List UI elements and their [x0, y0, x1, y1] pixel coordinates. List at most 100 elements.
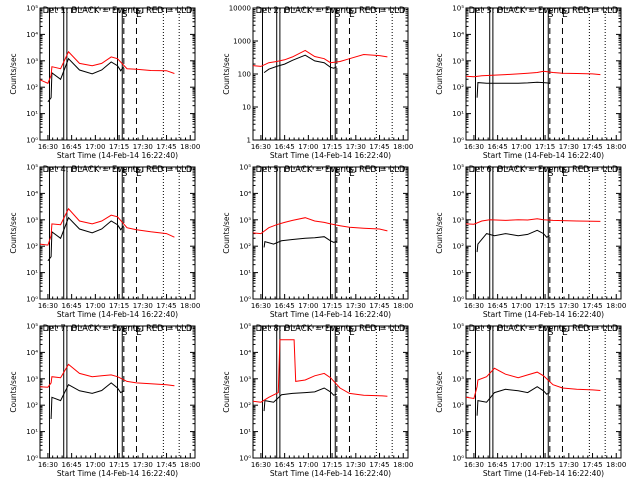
x-tick-label: 17:45 [156, 461, 176, 469]
panel-1: 10⁰ 10¹ 10² 10³ 10⁴ 10⁵ 16:30 16:45 17:00 17:15 17… [9, 5, 200, 161]
y-tick-label: 10² [26, 84, 38, 92]
y-tick-label: 10⁴ [26, 349, 38, 357]
y-tick-label: 10² [239, 402, 251, 410]
series-lld-line [465, 70, 601, 78]
marker-letter: E [136, 10, 142, 20]
marker-letter: S [548, 10, 554, 20]
y-tick-label: 10⁴ [452, 190, 464, 198]
series-events-line [263, 387, 337, 412]
x-tick-label: 17:30 [133, 302, 153, 310]
series-events-line [476, 81, 550, 98]
x-tick-label: 16:45 [488, 302, 508, 310]
x-tick-label: 16:45 [62, 143, 82, 151]
x-axis-label: Start Time (14-Feb-14 16:22:40) [57, 151, 178, 160]
series-events-line [47, 57, 125, 103]
y-tick-label: 10⁰ [239, 455, 251, 463]
series-events-line [476, 229, 551, 253]
y-tick-label: 10¹ [452, 428, 464, 436]
x-tick-label: 17:30 [559, 143, 579, 151]
x-tick-label: 17:45 [582, 143, 602, 151]
panel-7: 10⁰ 10¹ 10² 10³ 10⁴ 10⁵ 16:30 16:45 17:00 17:15 17… [9, 323, 200, 479]
y-tick-label: 10⁵ [26, 323, 38, 331]
y-tick-label: 1 [247, 137, 251, 145]
x-tick-label: 17:00 [298, 143, 318, 151]
x-tick-label: 17:45 [582, 461, 602, 469]
panel-title: Det 9: BLACK = Events, RED = LLD [469, 324, 619, 334]
y-tick-label: 10² [452, 84, 464, 92]
x-tick-label: 18:00 [180, 461, 200, 469]
panel-title: Det 2: BLACK = Events, RED = LLD [256, 6, 406, 16]
y-tick-label: 10⁵ [452, 323, 464, 331]
y-tick-label: 10000 [229, 5, 251, 13]
x-tick-label: 17:30 [133, 143, 153, 151]
y-tick-label: 10³ [239, 216, 251, 224]
y-tick-label: 10⁵ [26, 5, 38, 13]
x-tick-label: 16:30 [38, 461, 58, 469]
y-tick-label: 10⁰ [452, 455, 464, 463]
x-tick-label: 17:45 [369, 143, 389, 151]
series-lld-line [252, 339, 388, 403]
panel-title: Det 8: BLACK = Events, RED = LLD [256, 324, 406, 334]
panel-5: 10⁰ 10¹ 10² 10³ 10⁴ 10⁵ 16:30 16:45 17:00 17:15 17… [222, 164, 413, 320]
y-tick-label: 10⁵ [452, 5, 464, 13]
x-tick-label: 17:15 [322, 461, 342, 469]
x-tick-label: 16:45 [62, 461, 82, 469]
x-tick-label: 16:30 [464, 143, 484, 151]
panel-6: 10⁰ 10¹ 10² 10³ 10⁴ 10⁵ 16:30 16:45 17:00 17:15 17… [435, 164, 626, 320]
y-axis-label: Counts/sec [222, 371, 231, 412]
y-axis-label: Counts/sec [435, 212, 444, 253]
panel-title: Det 5: BLACK = Events, RED = LLD [256, 165, 406, 175]
x-tick-label: 17:45 [369, 302, 389, 310]
series-lld-line [39, 363, 175, 388]
marker-letter: E [349, 10, 355, 20]
series-lld-line [252, 217, 388, 235]
panel-9: 10⁰ 10¹ 10² 10³ 10⁴ 10⁵ 16:30 16:45 17:00 17:15 17… [435, 323, 626, 479]
y-tick-label: 10³ [452, 375, 464, 383]
y-tick-label: 10⁵ [452, 164, 464, 172]
x-tick-label: 17:00 [511, 143, 531, 151]
series-events-line [263, 236, 337, 248]
series-events-line [476, 386, 551, 416]
panel-8: 10⁰ 10¹ 10² 10³ 10⁴ 10⁵ 16:30 16:45 17:00 17:15 17… [222, 323, 413, 479]
y-tick-label: 10⁵ [239, 164, 251, 172]
x-tick-label: 17:00 [85, 461, 105, 469]
y-axis-label: Counts/sec [435, 371, 444, 412]
marker-letter: E [562, 328, 568, 338]
series-lld-line [39, 207, 175, 246]
panel-4: 10⁰ 10¹ 10² 10³ 10⁴ 10⁵ 16:30 16:45 17:00 17:15 17… [9, 164, 200, 320]
y-tick-label: 10³ [239, 375, 251, 383]
y-axis-label: Counts/sec [435, 53, 444, 94]
x-tick-label: 17:45 [582, 302, 602, 310]
y-tick-label: 10¹ [239, 428, 251, 436]
x-tick-label: 17:30 [346, 302, 366, 310]
y-tick-label: 10¹ [26, 428, 38, 436]
series-lld-line [465, 218, 601, 225]
panel-title: Det 3: BLACK = Events, RED = LLD [469, 6, 619, 16]
marker-letter: S [335, 10, 341, 20]
y-axis-label: Counts/sec [222, 53, 231, 94]
x-tick-label: 18:00 [606, 143, 626, 151]
x-tick-label: 17:30 [133, 461, 153, 469]
y-tick-label: 10⁴ [239, 190, 251, 198]
x-tick-label: 17:00 [511, 302, 531, 310]
x-tick-label: 17:00 [298, 302, 318, 310]
x-tick-label: 16:30 [251, 302, 271, 310]
y-tick-label: 100 [238, 71, 251, 79]
y-tick-label: 10³ [452, 57, 464, 65]
x-tick-label: 17:00 [511, 461, 531, 469]
x-axis-label: Start Time (14-Feb-14 16:22:40) [483, 151, 604, 160]
series-events-line [47, 216, 125, 262]
x-tick-label: 17:45 [369, 461, 389, 469]
x-tick-label: 16:30 [464, 461, 484, 469]
x-tick-label: 17:15 [535, 302, 555, 310]
x-tick-label: 17:15 [535, 143, 555, 151]
x-tick-label: 18:00 [393, 302, 413, 310]
y-tick-label: 10¹ [452, 269, 464, 277]
series-lld-line [252, 49, 388, 67]
x-tick-label: 17:30 [559, 302, 579, 310]
panel-title: Det 7: BLACK = Events, RED = LLD [43, 324, 193, 334]
y-tick-label: 10⁵ [239, 323, 251, 331]
marker-letter: E [136, 169, 142, 179]
y-axis-label: Counts/sec [9, 53, 18, 94]
